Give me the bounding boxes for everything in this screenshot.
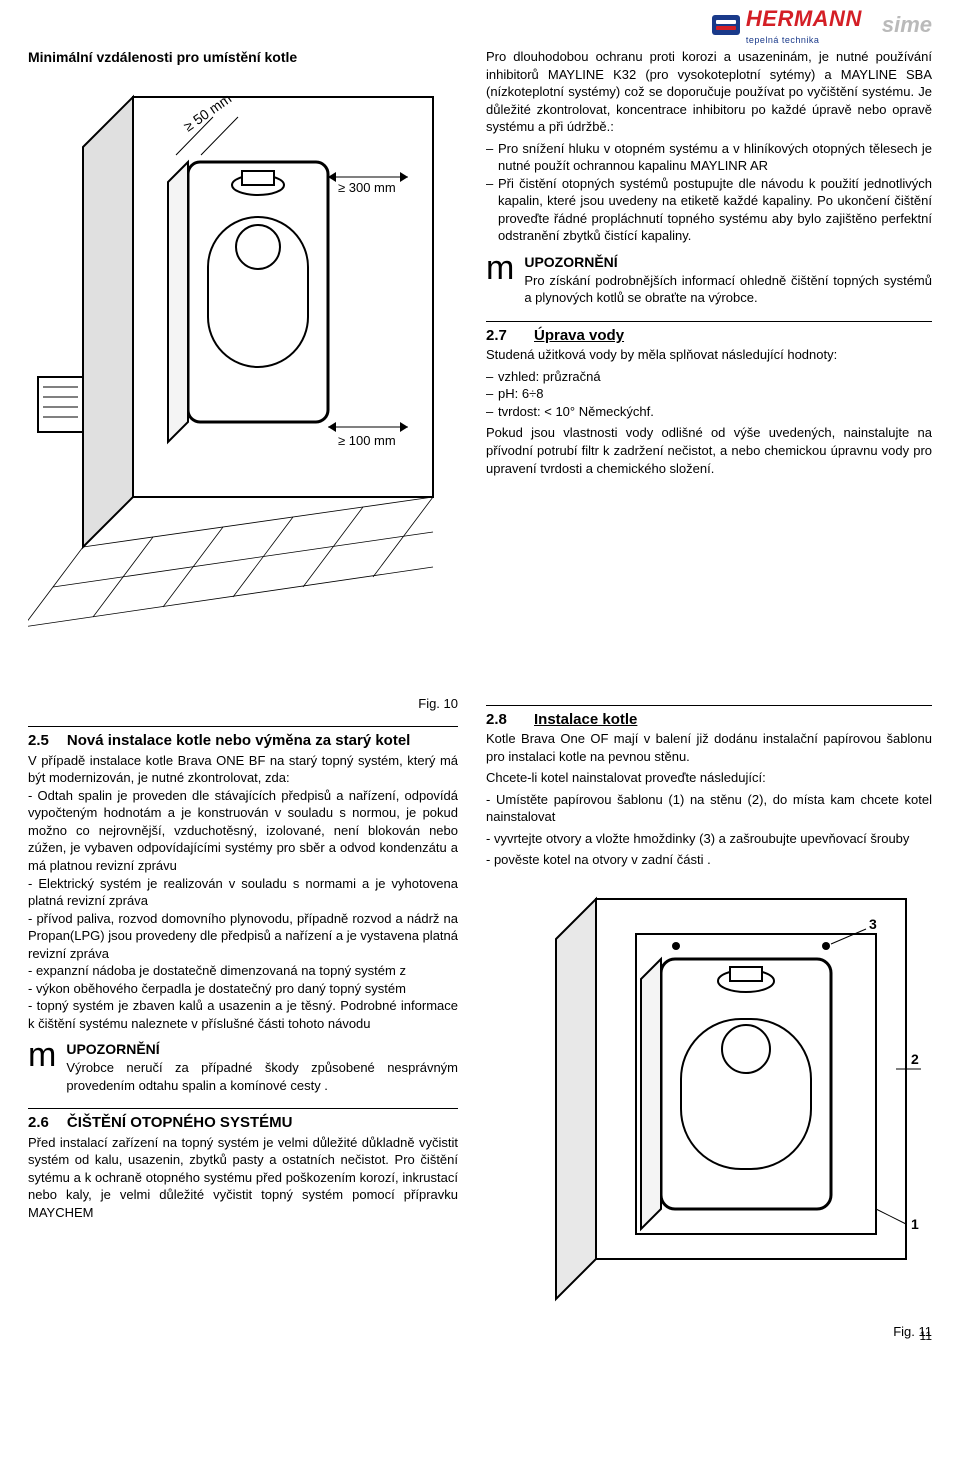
sec-num: 2.5 (28, 731, 49, 751)
sec-num: 2.8 (486, 710, 516, 730)
m-icon: m (486, 253, 514, 307)
notice-1: m UPOZORNĚNÍ Pro získání podrobnějších i… (486, 253, 932, 307)
sec28-list: - Umístěte papírovou šablonu (1) na stěn… (486, 791, 932, 869)
notice-1-title: UPOZORNĚNÍ (524, 253, 932, 272)
logo-sime: sime (882, 10, 932, 40)
list-item: –tvrdost: < 10° Německýchf. (486, 403, 932, 421)
section-2-6-head: 2.6 ČIŠTĚNÍ OTOPNÉHO SYSTÉMU (28, 1108, 458, 1133)
section-2-7-head: 2.7 Úprava vody (486, 321, 932, 346)
list-item: –vzhled: průzračná (486, 368, 932, 386)
notice-2-text: Výrobce neručí za případné škody způsobe… (66, 1059, 458, 1094)
sec27-list: –vzhled: průzračná –pH: 6÷8 –tvrdost: < … (486, 368, 932, 421)
logo-hermann: HERMANN tepelná technika (712, 4, 862, 46)
list-item: –pH: 6÷8 (486, 385, 932, 403)
figure-10: ≥ 50 mm ≥ 300 mm ≥ 100 mm (28, 77, 458, 667)
page-number: 11 (920, 1328, 932, 1344)
list-item: –Pro snížení hluku v otopném systému a v… (486, 140, 932, 175)
sec27-intro: Studená užitková vody by měla splňovat n… (486, 346, 932, 364)
hermann-sub: tepelná technika (746, 34, 862, 46)
sec28-p2: Chcete-li kotel nainstalovat proveďte ná… (486, 769, 932, 787)
fig11-label: Fig. 11 (486, 1323, 932, 1341)
left-title: Minimální vzdálenosti pro umístění kotle (28, 48, 458, 67)
svg-text:2: 2 (911, 1051, 919, 1067)
svg-text:3: 3 (869, 916, 877, 932)
hermann-icon (712, 15, 740, 35)
svg-text:1: 1 (911, 1216, 919, 1232)
list-item: - pověste kotel na otvory v zadní části … (486, 851, 932, 869)
sec-title: Instalace kotle (534, 710, 637, 730)
notice-1-text: Pro získání podrobnějších informací ohle… (524, 272, 932, 307)
list-item: –Při čistění otopných systémů postupujte… (486, 175, 932, 245)
notice-2: m UPOZORNĚNÍ Výrobce neručí za případné … (28, 1040, 458, 1094)
list-item: - vyvrtejte otvory a vložte hmoždinky (3… (486, 830, 932, 848)
fig10-label: Fig. 10 (28, 695, 458, 713)
sec-title: ČIŠTĚNÍ OTOPNÉHO SYSTÉMU (67, 1113, 293, 1133)
sec-num: 2.7 (486, 326, 516, 346)
sec28-p1: Kotle Brava One OF mají v balení již dod… (486, 730, 932, 765)
sec-title: Úprava vody (534, 326, 624, 346)
sec-num: 2.6 (28, 1113, 49, 1133)
sec25-body: V případě instalace kotle Brava ONE BF n… (28, 752, 458, 1033)
hermann-name: HERMANN (746, 4, 862, 34)
sec27-tail: Pokud jsou vlastnosti vody odlišné od vý… (486, 424, 932, 477)
svg-text:≥ 300 mm: ≥ 300 mm (338, 180, 396, 195)
sec26-body: Před instalací zařízení na topný systém … (28, 1134, 458, 1222)
list-item: - Umístěte papírovou šablonu (1) na stěn… (486, 791, 932, 826)
svg-text:≥ 100 mm: ≥ 100 mm (338, 433, 396, 448)
notice-2-title: UPOZORNĚNÍ (66, 1040, 458, 1059)
section-2-8-head: 2.8 Instalace kotle (486, 705, 932, 730)
section-2-5-head: 2.5 Nová instalace kotle nebo výměna za … (28, 726, 458, 751)
header-logos: HERMANN tepelná technika sime (712, 4, 932, 46)
figure-11: 1 2 3 (486, 879, 932, 1319)
right-intro: Pro dlouhodobou ochranu proti korozi a u… (486, 48, 932, 136)
m-icon: m (28, 1040, 56, 1094)
right-list: –Pro snížení hluku v otopném systému a v… (486, 140, 932, 245)
sec-title: Nová instalace kotle nebo výměna za star… (67, 731, 410, 751)
